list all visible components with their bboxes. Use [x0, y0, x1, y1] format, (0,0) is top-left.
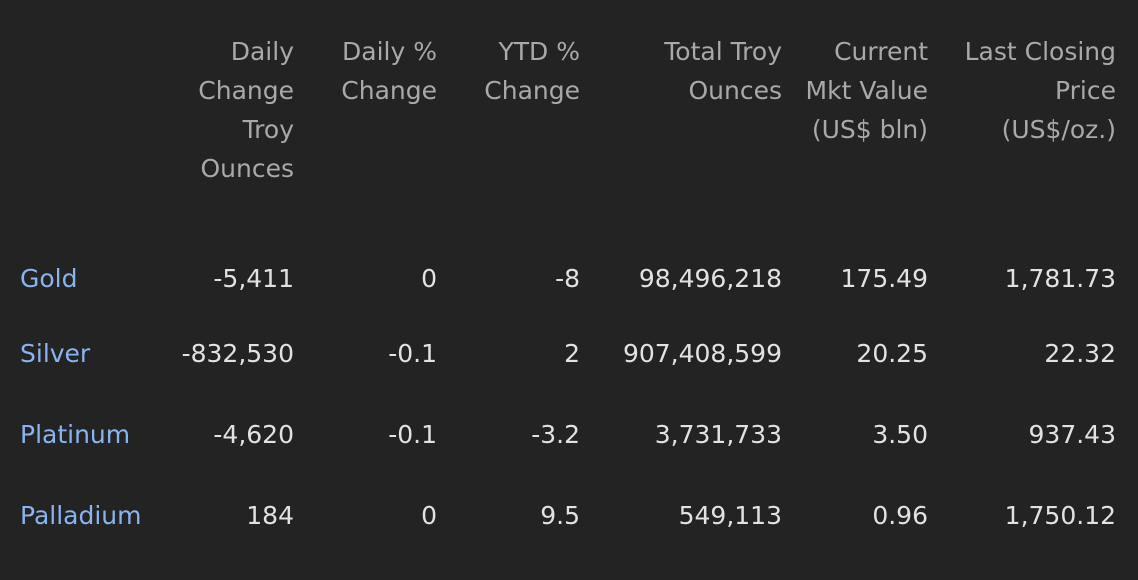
table-row: Gold -5,411 0 -8 98,496,218 175.49 1,781…: [0, 232, 1138, 313]
table-body: Gold -5,411 0 -8 98,496,218 175.49 1,781…: [0, 232, 1138, 556]
table-row: Silver -832,530 -0.1 2 907,408,599 20.25…: [0, 313, 1138, 394]
metals-holdings-table: Daily Change Troy Ounces Daily % Change …: [0, 32, 1138, 556]
metal-name-cell[interactable]: Palladium: [0, 475, 170, 556]
mkt-value-cell: 0.96: [872, 501, 928, 530]
daily-pct-cell: -0.1: [388, 420, 437, 449]
column-header-daily-percent-change: Daily % Change: [341, 37, 437, 105]
ytd-pct-cell: -8: [555, 264, 580, 293]
closing-price-cell: 1,750.12: [1004, 501, 1116, 530]
daily-pct-cell: -0.1: [388, 339, 437, 368]
table-row: Palladium 184 0 9.5 549,113 0.96 1,750.1…: [0, 475, 1138, 556]
mkt-value-cell: 20.25: [856, 339, 928, 368]
daily-change-cell: -5,411: [213, 264, 294, 293]
metal-link-silver[interactable]: Silver: [20, 339, 91, 368]
total-troy-ounces-cell: 549,113: [678, 501, 782, 530]
column-header-name: [0, 32, 170, 232]
table-header: Daily Change Troy Ounces Daily % Change …: [0, 32, 1138, 232]
column-header-last-closing-price: Last Closing Price (US$/oz.): [964, 37, 1116, 144]
closing-price-cell: 1,781.73: [1004, 264, 1116, 293]
metal-link-platinum[interactable]: Platinum: [20, 420, 131, 449]
closing-price-cell: 22.32: [1044, 339, 1116, 368]
metal-name-cell[interactable]: Gold: [0, 232, 170, 313]
table-row: Platinum -4,620 -0.1 -3.2 3,731,733 3.50…: [0, 394, 1138, 475]
daily-change-cell: -4,620: [213, 420, 294, 449]
total-troy-ounces-cell: 3,731,733: [654, 420, 782, 449]
daily-change-cell: -832,530: [181, 339, 294, 368]
closing-price-cell: 937.43: [1028, 420, 1116, 449]
daily-pct-cell: 0: [421, 501, 437, 530]
metal-link-palladium[interactable]: Palladium: [20, 501, 142, 530]
daily-change-cell: 184: [246, 501, 294, 530]
mkt-value-cell: 3.50: [872, 420, 928, 449]
column-header-total-troy-ounces: Total Troy Ounces: [664, 37, 782, 105]
total-troy-ounces-cell: 907,408,599: [622, 339, 782, 368]
ytd-pct-cell: 9.5: [540, 501, 580, 530]
total-troy-ounces-cell: 98,496,218: [638, 264, 782, 293]
ytd-pct-cell: 2: [564, 339, 580, 368]
column-header-ytd-percent-change: YTD % Change: [484, 37, 580, 105]
metal-name-cell[interactable]: Silver: [0, 313, 170, 394]
column-header-current-mkt-value: Current Mkt Value (US$ bln): [805, 37, 928, 144]
ytd-pct-cell: -3.2: [531, 420, 580, 449]
daily-pct-cell: 0: [421, 264, 437, 293]
header-row: Daily Change Troy Ounces Daily % Change …: [0, 32, 1138, 232]
column-header-daily-change-troy-ounces: Daily Change Troy Ounces: [198, 37, 294, 183]
metal-name-cell[interactable]: Platinum: [0, 394, 170, 475]
metal-link-gold[interactable]: Gold: [20, 264, 78, 293]
mkt-value-cell: 175.49: [840, 264, 928, 293]
